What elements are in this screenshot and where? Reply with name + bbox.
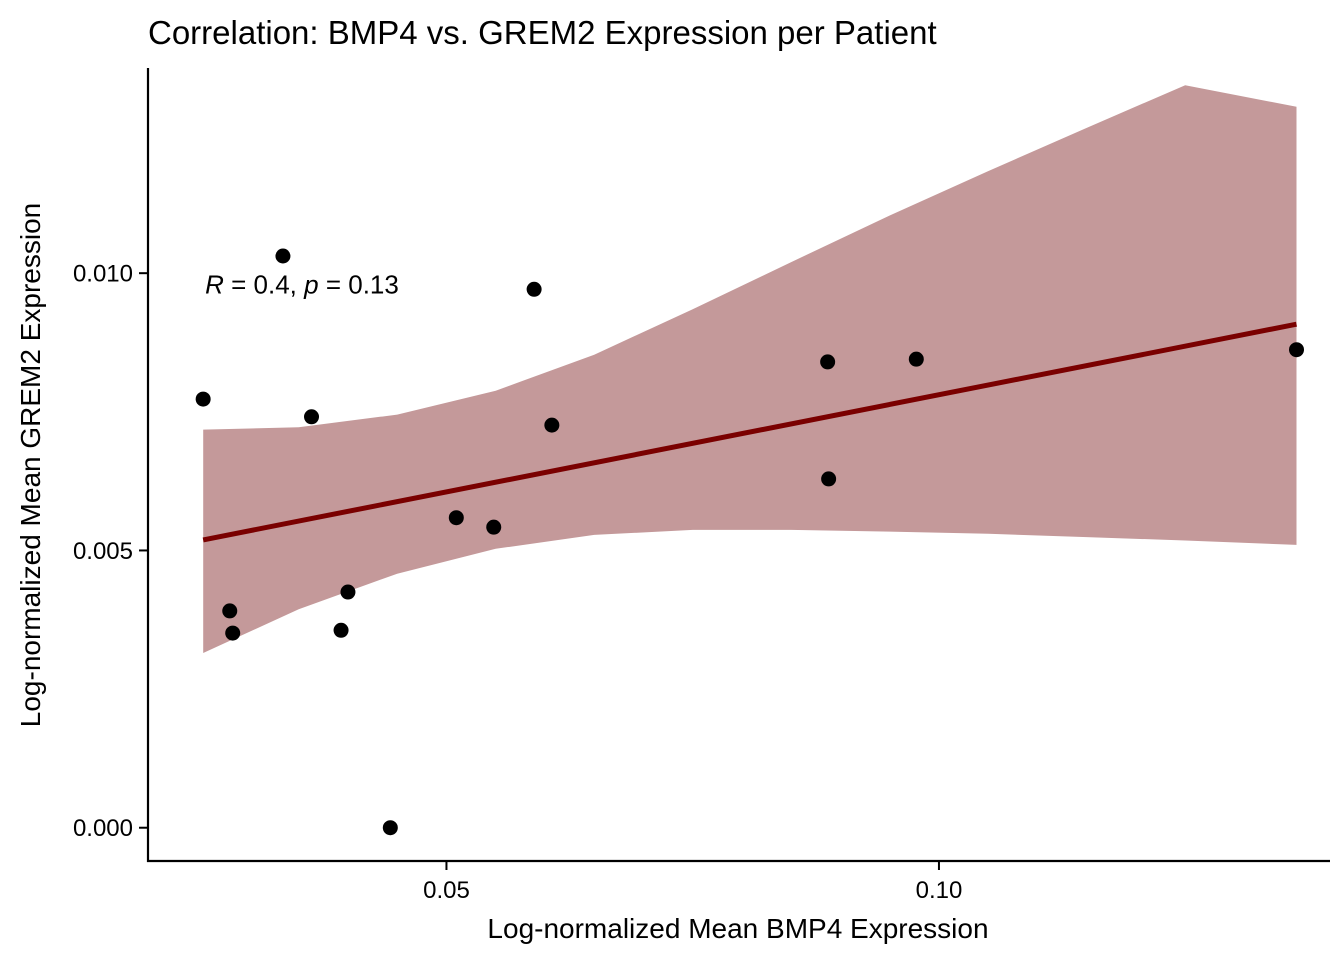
data-point [382, 820, 398, 836]
data-point [340, 584, 356, 600]
data-point [544, 417, 560, 433]
fit-line [202, 321, 1297, 543]
fit-line-layer [202, 321, 1297, 543]
data-point [304, 409, 320, 425]
data-point [195, 391, 211, 407]
x-tick-layer: 0.05 0.10 [423, 861, 962, 904]
confidence-band [203, 85, 1297, 653]
chart-title: Correlation: BMP4 vs. GREM2 Expression p… [148, 14, 937, 51]
data-point [908, 351, 924, 367]
x-axis-title: Log-normalized Mean BMP4 Expression [487, 913, 988, 944]
points-layer [195, 248, 1305, 836]
y-tick-label: 0.005 [73, 538, 133, 565]
data-point [526, 281, 542, 297]
data-point [275, 248, 291, 264]
r-value: = 0.4, [224, 269, 304, 299]
confidence-band-layer [203, 85, 1297, 653]
x-tick-label: 0.10 [916, 877, 963, 904]
data-point [448, 510, 464, 526]
p-value: = 0.13 [319, 269, 399, 299]
data-point [222, 603, 238, 619]
data-point [821, 471, 837, 487]
y-tick-label: 0.010 [73, 261, 133, 288]
p-symbol: p [303, 269, 318, 299]
y-tick-label: 0.000 [73, 815, 133, 842]
data-point [333, 622, 349, 638]
data-point [820, 354, 836, 370]
y-tick-layer: 0.000 0.005 0.010 [73, 261, 148, 842]
correlation-annotation: R = 0.4, p = 0.13 [205, 269, 399, 299]
data-point [486, 519, 502, 535]
data-point [1289, 342, 1305, 358]
r-symbol: R [205, 269, 224, 299]
x-tick-label: 0.05 [423, 877, 470, 904]
y-axis-title: Log-normalized Mean GREM2 Expression [15, 203, 46, 727]
data-point [225, 625, 241, 641]
